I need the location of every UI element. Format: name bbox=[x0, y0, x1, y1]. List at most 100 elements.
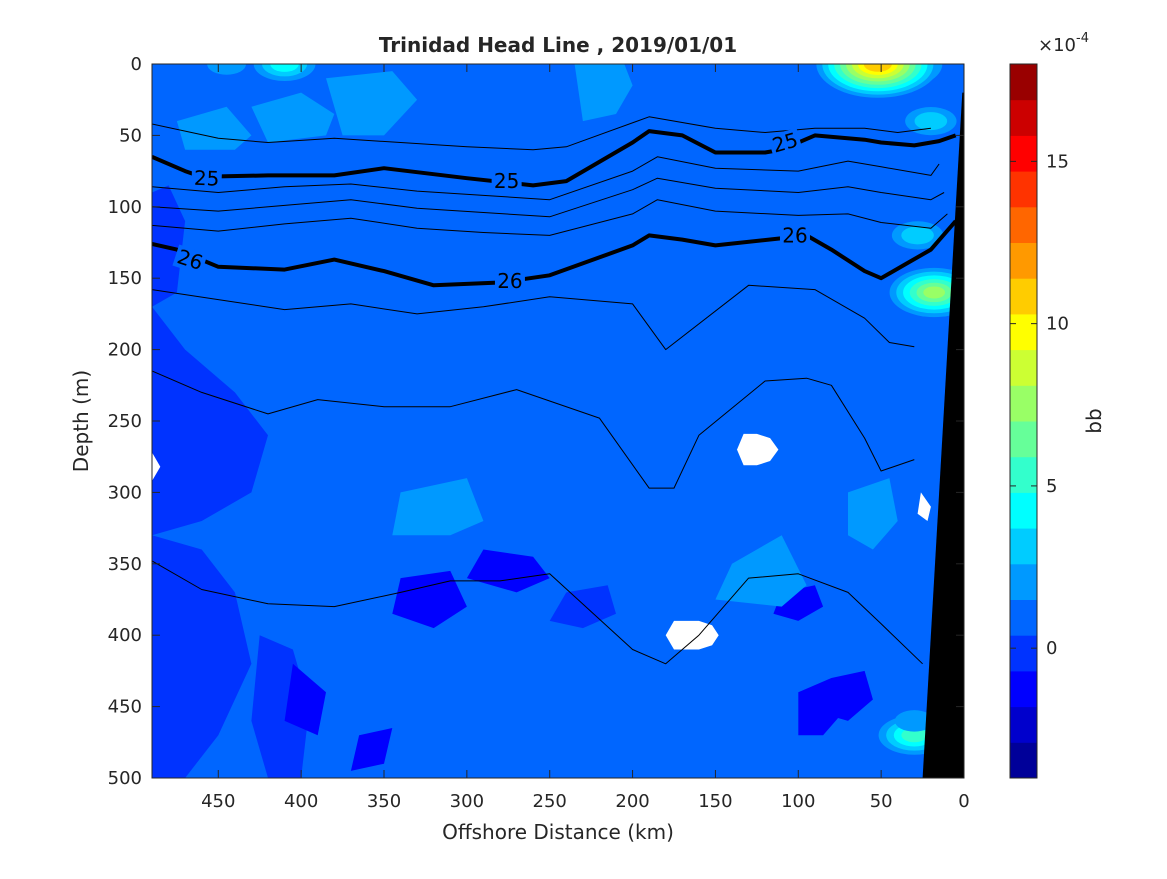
colorbar-segment bbox=[1010, 742, 1037, 779]
isopycnal-contour bbox=[152, 560, 923, 665]
colorbar-segment bbox=[1010, 64, 1037, 101]
contour-label-bg bbox=[191, 166, 223, 190]
field-patch bbox=[466, 549, 550, 593]
field-hotspot bbox=[914, 112, 948, 131]
contour-label: 26 bbox=[782, 223, 807, 247]
x-tick-label: 450 bbox=[201, 791, 235, 812]
field-patch bbox=[152, 535, 252, 778]
colorbar-frame bbox=[1009, 63, 1038, 779]
field-hotspot bbox=[863, 64, 892, 72]
y-tick-label: 450 bbox=[108, 697, 142, 718]
y-tick-label: 400 bbox=[108, 625, 142, 646]
x-tick-label: 350 bbox=[367, 791, 401, 812]
isopycnal-contour-25 bbox=[152, 129, 957, 188]
x-tick-label: 0 bbox=[958, 791, 969, 812]
colorbar-tick-label: 10 bbox=[1046, 314, 1069, 335]
contour-label-bg bbox=[491, 170, 522, 193]
y-tick-label: 200 bbox=[108, 340, 142, 361]
colorbar-segment bbox=[1010, 242, 1037, 279]
field-patch bbox=[848, 478, 898, 550]
contour-label-bg bbox=[779, 224, 810, 247]
colorbar-exponent-power: -4 bbox=[1076, 31, 1089, 46]
colorbar-label: bb bbox=[1082, 408, 1106, 433]
isopycnal-contour bbox=[152, 284, 915, 351]
field-patch bbox=[350, 728, 393, 771]
colorbar-segment bbox=[1010, 99, 1037, 136]
y-tick-label: 50 bbox=[119, 125, 142, 146]
field-patch bbox=[392, 570, 467, 629]
colorbar-segment bbox=[1010, 171, 1037, 208]
colorbar-segment bbox=[1010, 635, 1037, 672]
isopycnal-contour bbox=[152, 116, 931, 151]
colorbar-segment bbox=[1010, 599, 1037, 636]
colorbar-exponent-base: ×10 bbox=[1038, 35, 1076, 56]
contour-label: 25 bbox=[194, 166, 220, 191]
colorbar-tick-label: 5 bbox=[1046, 476, 1057, 497]
contour-label: 25 bbox=[494, 169, 519, 193]
field-patch bbox=[715, 535, 807, 607]
x-tick-label: 250 bbox=[533, 791, 567, 812]
y-tick-label: 500 bbox=[108, 768, 142, 789]
chart-title: Trinidad Head Line , 2019/01/01 bbox=[379, 33, 737, 57]
field-patch bbox=[251, 92, 335, 143]
colorbar-segment bbox=[1010, 278, 1037, 315]
missing-data-area bbox=[665, 620, 719, 650]
missing-data-area bbox=[737, 433, 779, 466]
field-hotspot bbox=[270, 64, 299, 72]
y-tick-label: 100 bbox=[108, 197, 142, 218]
field-patch bbox=[176, 106, 252, 150]
y-axis: 0 50 100 150 200 250 300 350 400 450 500 bbox=[108, 54, 964, 789]
field-patch bbox=[574, 64, 633, 122]
colorbar-segment bbox=[1010, 349, 1037, 386]
x-tick-label: 300 bbox=[450, 791, 484, 812]
missing-data-area bbox=[917, 492, 931, 521]
x-tick-label: 100 bbox=[781, 791, 815, 812]
colorbar-segment bbox=[1010, 528, 1037, 565]
isopycnal-contour-26 bbox=[152, 219, 958, 288]
field-patch bbox=[284, 663, 326, 736]
colorbar-segment bbox=[1010, 135, 1037, 172]
colorbar-segment bbox=[1010, 670, 1037, 708]
field-patch bbox=[392, 478, 484, 536]
x-tick-label: 200 bbox=[615, 791, 649, 812]
x-tick-label: 50 bbox=[870, 791, 893, 812]
field-hotspot bbox=[923, 286, 946, 299]
colorbar-segment bbox=[1010, 706, 1037, 743]
missing-data-area bbox=[152, 452, 161, 481]
field-hotspot bbox=[894, 710, 934, 732]
colorbar-segment bbox=[1010, 421, 1037, 458]
field-hotspot bbox=[901, 728, 928, 743]
colorbar: 0 5 10 15 bbox=[1009, 63, 1069, 779]
field-patch bbox=[326, 71, 418, 136]
contour-label: 26 bbox=[497, 269, 522, 293]
isopycnal-contour bbox=[152, 156, 940, 201]
field-hotspot bbox=[207, 64, 247, 75]
y-tick-label: 350 bbox=[108, 554, 142, 575]
field-patch bbox=[823, 670, 873, 721]
colorbar-segment bbox=[1010, 385, 1037, 422]
x-tick-label: 400 bbox=[284, 791, 318, 812]
colorbar-tick-label: 15 bbox=[1046, 151, 1069, 172]
field-patch bbox=[152, 306, 268, 536]
y-tick-label: 0 bbox=[131, 54, 142, 75]
colorbar-segment bbox=[1010, 492, 1037, 529]
x-axis-label: Offshore Distance (km) bbox=[442, 820, 674, 844]
y-tick-label: 300 bbox=[108, 482, 142, 503]
y-axis-label: Depth (m) bbox=[69, 370, 93, 472]
colorbar-segment bbox=[1010, 563, 1037, 600]
field-patch bbox=[549, 585, 616, 629]
colorbar-exponent: ×10-4 bbox=[1038, 31, 1089, 56]
isopycnal-contour bbox=[152, 370, 915, 489]
y-tick-label: 150 bbox=[108, 268, 142, 289]
field-hotspot bbox=[901, 226, 934, 245]
colorbar-segment bbox=[1010, 456, 1037, 493]
isopycnal-contour bbox=[152, 199, 948, 236]
x-axis: 450 400 350 300 250 200 150 100 50 0 bbox=[201, 64, 970, 812]
isopycnal-contour bbox=[152, 177, 945, 218]
contour-label-bg bbox=[767, 127, 803, 158]
colorbar-tick-label: 0 bbox=[1046, 638, 1057, 659]
y-tick-label: 250 bbox=[108, 411, 142, 432]
